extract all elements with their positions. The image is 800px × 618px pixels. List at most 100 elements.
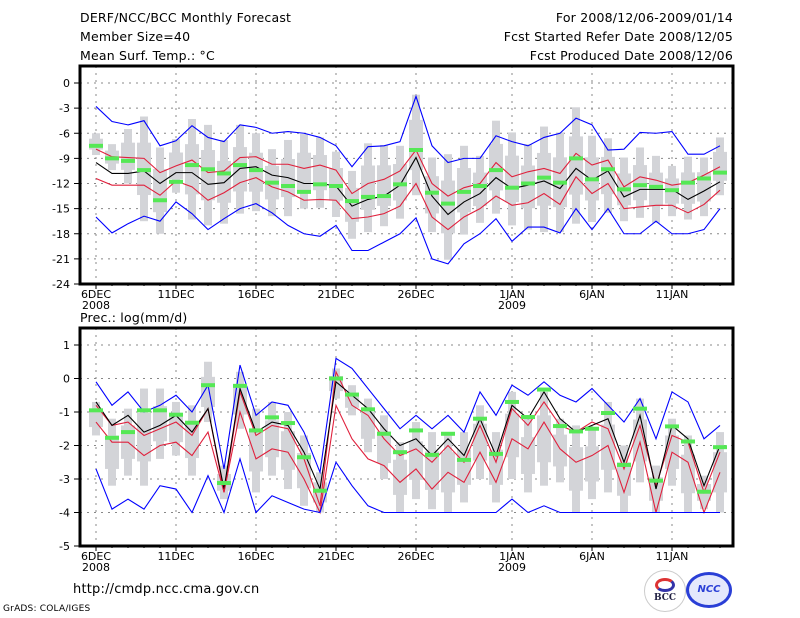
temp-series-ensemble-mean bbox=[95, 156, 721, 216]
precip-observed-marker bbox=[633, 406, 647, 411]
precip-observed-marker bbox=[233, 383, 247, 388]
precip-ytick-label: -3 bbox=[59, 473, 70, 486]
temp-spread-box bbox=[201, 150, 215, 201]
temp-spread-box bbox=[601, 156, 615, 195]
temp-observed-marker bbox=[217, 171, 231, 176]
precip-observed-marker bbox=[441, 431, 455, 436]
temp-observed-marker bbox=[137, 168, 151, 173]
precip-observed-marker bbox=[521, 415, 535, 420]
precip-observed-marker bbox=[409, 428, 423, 433]
temp-observed-marker bbox=[585, 177, 599, 182]
precip-observed-marker bbox=[105, 435, 119, 440]
precip-observed-marker bbox=[329, 376, 343, 381]
precip-observed-marker bbox=[201, 383, 215, 388]
precip-spread-box bbox=[297, 453, 311, 489]
precip-series-max bbox=[95, 357, 721, 475]
chart-title: DERF/NCC/BCC Monthly Forecast bbox=[80, 10, 292, 25]
temp-year-label: 2008 bbox=[82, 299, 110, 312]
temp-observed-marker bbox=[553, 180, 567, 185]
temp-spread-box bbox=[377, 165, 391, 206]
temp-ytick-label: -6 bbox=[59, 127, 70, 140]
precip-spread-box bbox=[249, 429, 263, 472]
precip-spread-box bbox=[265, 420, 279, 458]
temp-spread-box bbox=[361, 165, 375, 210]
variable-label-precip: Prec.: log(mm/d) bbox=[80, 310, 188, 325]
precip-spread-box bbox=[105, 435, 119, 469]
precip-observed-marker bbox=[265, 415, 279, 420]
temp-observed-marker bbox=[617, 187, 631, 192]
temp-ytick-label: -15 bbox=[52, 203, 70, 216]
temp-xtick-label: 16DEC bbox=[237, 288, 274, 301]
temp-spread-box bbox=[297, 152, 311, 190]
precip-ytick-label: -2 bbox=[59, 440, 70, 453]
temp-observed-marker bbox=[713, 170, 727, 175]
precip-observed-marker bbox=[617, 462, 631, 467]
precip-xtick-label: 6JAN bbox=[579, 550, 605, 563]
temp-spread-box bbox=[313, 155, 327, 191]
precip-observed-marker bbox=[553, 424, 567, 429]
precip-spread-box bbox=[361, 412, 375, 439]
forecast-period: For 2008/12/06-2009/01/14 bbox=[555, 10, 733, 25]
precip-xtick-label: 1JAN bbox=[499, 550, 525, 563]
precip-observed-marker bbox=[121, 430, 135, 435]
precip-series-ensemble-mean bbox=[95, 380, 721, 492]
precip-observed-marker bbox=[89, 408, 103, 413]
temp-spread-box bbox=[409, 119, 423, 171]
precip-year-label: 2008 bbox=[82, 561, 110, 574]
bcc-logo: BCC bbox=[644, 570, 686, 612]
precip-plot-frame bbox=[78, 326, 735, 548]
precip-spread-box bbox=[137, 412, 151, 462]
temp-series-max bbox=[95, 94, 721, 168]
precip-ytick-label: -1 bbox=[59, 406, 70, 419]
temp-xtick-label: 11DEC bbox=[157, 288, 194, 301]
precip-observed-marker bbox=[713, 445, 727, 450]
temp-ytick-label: 0 bbox=[63, 77, 70, 90]
source-url[interactable]: http://cmdp.ncc.cma.gov.cn bbox=[73, 582, 260, 597]
precip-observed-marker bbox=[185, 420, 199, 425]
precip-spread-box bbox=[505, 413, 519, 458]
temp-observed-marker bbox=[249, 168, 263, 173]
temp-observed-marker bbox=[393, 182, 407, 187]
precip-observed-marker bbox=[217, 481, 231, 486]
temp-observed-marker bbox=[409, 148, 423, 152]
temp-ytick-label: -9 bbox=[59, 152, 70, 165]
precip-observed-marker bbox=[697, 489, 711, 494]
temp-observed-marker bbox=[441, 201, 455, 206]
precip-observed-marker bbox=[649, 478, 663, 483]
precip-spread-box bbox=[377, 431, 391, 464]
temp-spread-box bbox=[633, 165, 647, 201]
temp-observed-marker bbox=[649, 184, 663, 189]
precip-spread-box bbox=[425, 451, 439, 490]
temp-xtick-label: 6JAN bbox=[579, 288, 605, 301]
precip-series-lower-red bbox=[95, 403, 721, 515]
precip-spread-box bbox=[201, 376, 215, 407]
temp-observed-marker bbox=[105, 156, 119, 161]
temp-observed-marker bbox=[697, 176, 711, 181]
temp-ytick-label: -12 bbox=[52, 178, 70, 191]
precip-observed-marker bbox=[137, 408, 151, 413]
precip-spread-box bbox=[169, 415, 183, 443]
precip-year-label: 2009 bbox=[498, 561, 526, 574]
forecast-produced-date: Fcst Produced Date 2008/12/06 bbox=[529, 48, 733, 63]
temp-observed-marker bbox=[329, 184, 343, 189]
precip-observed-marker bbox=[569, 429, 583, 434]
temp-spread-box bbox=[393, 164, 407, 201]
precip-spread-box bbox=[281, 431, 295, 470]
precip-observed-marker bbox=[601, 411, 615, 416]
precip-observed-marker bbox=[313, 488, 327, 493]
temp-observed-marker bbox=[633, 183, 647, 188]
temp-observed-marker bbox=[265, 180, 279, 185]
precip-spread-box bbox=[521, 437, 535, 474]
temp-observed-marker bbox=[201, 167, 215, 172]
precip-spread-box bbox=[681, 454, 695, 494]
temp-observed-marker bbox=[665, 188, 679, 193]
precip-observed-marker bbox=[249, 428, 263, 433]
precip-observed-marker bbox=[393, 450, 407, 455]
precip-observed-marker bbox=[361, 407, 375, 412]
precip-xtick-label: 16DEC bbox=[237, 550, 274, 563]
temp-observed-marker bbox=[505, 185, 519, 190]
temp-observed-marker bbox=[521, 181, 535, 186]
temp-observed-marker bbox=[297, 189, 311, 194]
ncc-logo-text: NCC bbox=[697, 584, 721, 595]
temp-ytick-label: -24 bbox=[52, 278, 70, 291]
